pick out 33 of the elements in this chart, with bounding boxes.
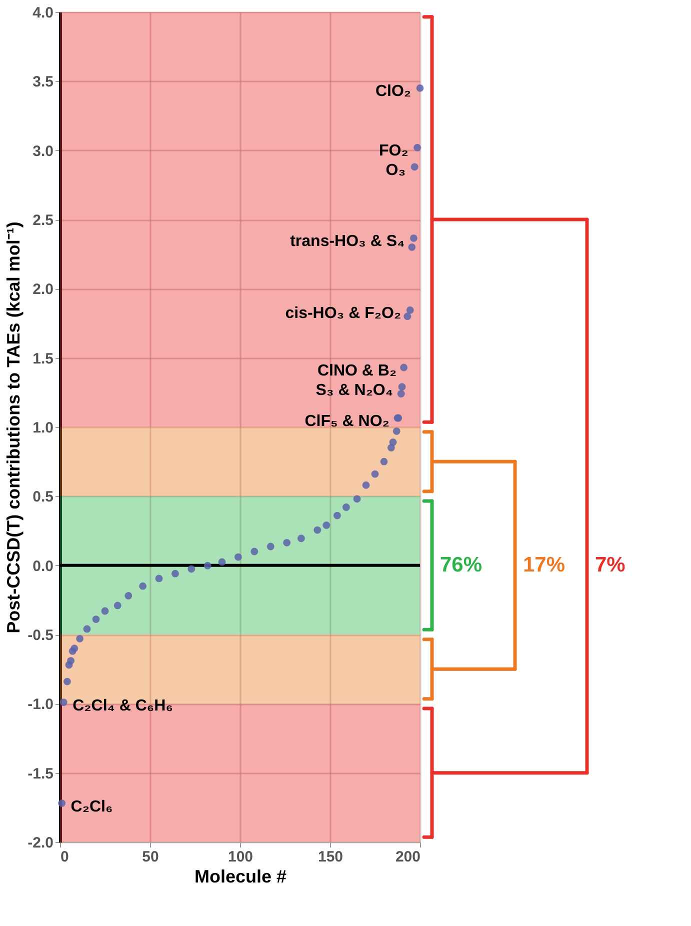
annotation: trans-HO₃ & S₄ bbox=[290, 233, 405, 250]
x-tick-label: 150 bbox=[318, 848, 344, 866]
band-label: 76% bbox=[440, 553, 482, 576]
y-tick-label: -2.0 bbox=[28, 834, 54, 852]
band-label: 17% bbox=[523, 553, 566, 576]
annotation: FO₂ bbox=[378, 142, 408, 160]
annotation: O₃ bbox=[386, 162, 406, 179]
y-tick-label: 0.0 bbox=[32, 558, 54, 575]
y-tick-label: -0.5 bbox=[28, 627, 54, 644]
y-axis-title: Post-CCSD(T) contributions to TAEs (kcal mol⁻¹) bbox=[4, 222, 24, 634]
y-tick-label: 3.5 bbox=[32, 74, 54, 91]
annotation: S₃ & N₂O₄ bbox=[316, 382, 393, 399]
annotation: ClNO & B₂ bbox=[317, 362, 397, 380]
annotation: cis-HO₃ & F₂O₂ bbox=[285, 305, 402, 322]
y-tick-label: 0.5 bbox=[32, 488, 54, 506]
y-tick-label: -1.5 bbox=[28, 765, 54, 782]
x-axis-title: Molecule # bbox=[194, 866, 287, 886]
y-tick-label: -1.0 bbox=[28, 696, 54, 714]
band-label: 7% bbox=[595, 553, 626, 576]
x-tick-label: 200 bbox=[395, 848, 420, 866]
annotation: ClO₂ bbox=[375, 83, 411, 100]
x-tick-label: 50 bbox=[142, 848, 159, 866]
x-tick-label: 0 bbox=[60, 848, 69, 866]
annotation: C₂Cl₆ bbox=[70, 798, 113, 816]
y-tick-label: 1.0 bbox=[32, 420, 54, 436]
y-tick-label: 3.0 bbox=[32, 142, 54, 160]
x-tick-label: 100 bbox=[228, 848, 254, 866]
annotation: ClF₅ & NO₂ bbox=[304, 413, 390, 430]
annotation: C₂Cl₄ & C₆H₆ bbox=[72, 697, 173, 714]
y-tick-label: 2.5 bbox=[32, 212, 54, 229]
y-tick-label: 4.0 bbox=[32, 4, 54, 22]
y-tick-label: 1.5 bbox=[32, 350, 54, 368]
y-tick-label: 2.0 bbox=[32, 281, 54, 298]
